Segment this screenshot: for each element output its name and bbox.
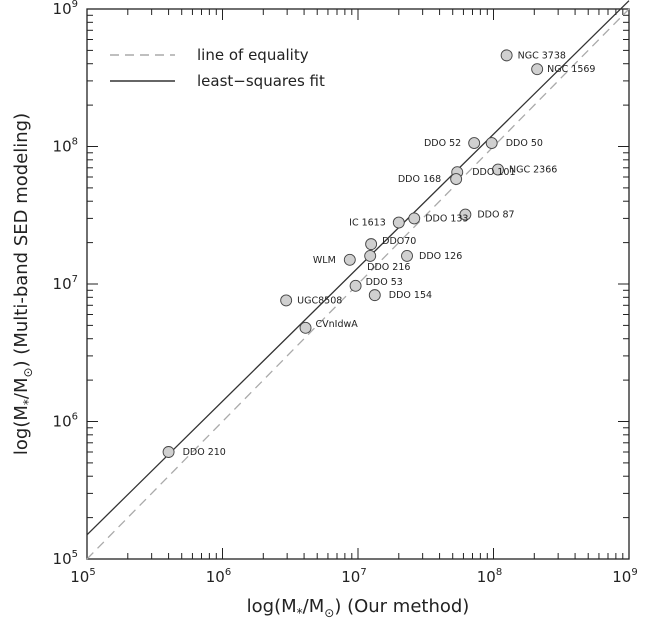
data-point [485,137,498,149]
point-label: DDO 53 [366,277,403,288]
point-label: DDO 52 [424,138,461,149]
data-point [531,63,544,76]
point-label: NGC 2366 [509,165,557,176]
y-tick-label: 108 [53,137,78,156]
data-point [459,208,472,221]
y-tick-label: 109 [53,0,78,18]
x-tick-label: 106 [206,567,231,586]
point-label: UGC8508 [297,295,342,306]
data-point [392,216,405,229]
point-label: DDO 126 [419,251,462,262]
y-tick-label: 106 [53,412,78,431]
point-label: DDO 210 [183,447,226,458]
point-label: DDO 133 [425,213,468,224]
data-point [468,137,481,149]
axis-ticks [86,8,630,560]
data-point [401,249,413,262]
point-label: NGC 1569 [547,64,595,75]
point-label: DDO 168 [398,174,441,185]
point-label: DDO70 [382,236,416,247]
x-tick-label: 105 [70,567,95,586]
data-points [162,49,544,458]
data-point [450,173,463,185]
point-label: DDO 101 [472,167,515,178]
x-tick-label: 108 [477,567,502,586]
data-point [492,163,504,176]
point-label: NGC 3738 [518,50,566,61]
data-point [368,289,381,302]
reference-lines [86,0,630,560]
legend-label: line of equality [197,46,309,64]
point-label: DDO 216 [367,262,410,273]
data-point [365,238,378,251]
y-axis-title: log(M*/M⊙) (Multi-band SED modeling) [11,113,35,455]
point-label: DDO 154 [389,290,432,301]
x-tick-label: 109 [612,567,637,586]
data-point [349,279,362,292]
point-label: CVnIdwA [316,319,359,330]
data-point [364,249,377,262]
x-tick-label: 107 [341,567,366,586]
legend: line of equality least−squares fit [110,46,325,90]
equality-line [86,8,630,560]
axis-titles: log(M*/M⊙) (Our method) log(M*/M⊙) (Multi… [11,113,469,620]
point-label: WLM [313,255,336,266]
data-point [280,294,293,307]
point-label: IC 1613 [349,218,386,229]
point-label: DDO 50 [506,138,543,149]
fit-line [86,0,630,536]
y-tick-label: 107 [53,274,78,293]
y-tick-label: 105 [53,549,78,568]
data-point [500,49,513,62]
point-label: DDO 87 [477,210,514,221]
data-point [299,321,312,334]
legend-label: least−squares fit [197,72,325,90]
x-axis-title: log(M*/M⊙) (Our method) [247,596,470,620]
data-point [408,212,421,225]
data-point [343,253,356,266]
data-point [162,446,175,458]
